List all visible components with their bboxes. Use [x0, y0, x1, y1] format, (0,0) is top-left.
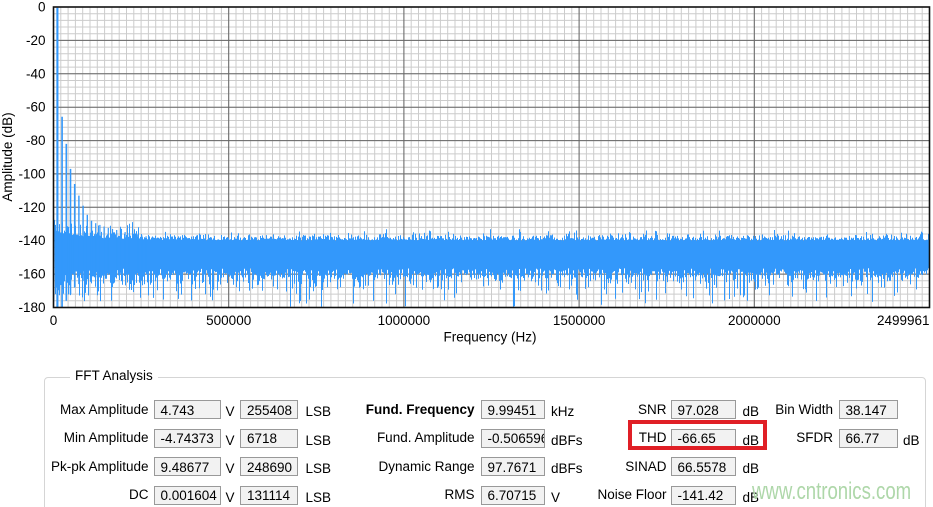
- svg-text:-40: -40: [26, 66, 46, 81]
- svg-text:-20: -20: [26, 33, 46, 48]
- svg-text:Amplitude (dB): Amplitude (dB): [0, 112, 15, 201]
- svg-text:-100: -100: [18, 166, 45, 181]
- svg-text:-180: -180: [18, 300, 45, 315]
- svg-text:-120: -120: [18, 200, 45, 215]
- svg-text:500000: 500000: [206, 313, 251, 328]
- svg-text:-80: -80: [26, 133, 46, 148]
- svg-text:1500000: 1500000: [553, 313, 606, 328]
- svg-text:-60: -60: [26, 100, 46, 115]
- svg-text:2499961: 2499961: [877, 313, 930, 328]
- svg-text:Frequency (Hz): Frequency (Hz): [443, 330, 536, 345]
- svg-text:2000000: 2000000: [728, 313, 781, 328]
- svg-text:0: 0: [38, 0, 46, 15]
- svg-text:0: 0: [50, 313, 58, 328]
- svg-text:-140: -140: [18, 233, 45, 248]
- svg-text:-160: -160: [18, 267, 45, 282]
- svg-text:1000000: 1000000: [378, 313, 431, 328]
